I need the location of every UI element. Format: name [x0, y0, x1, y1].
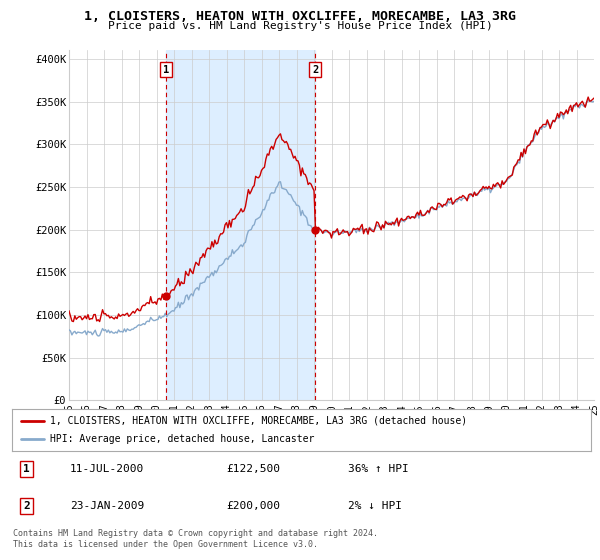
Text: 23-JAN-2009: 23-JAN-2009	[70, 501, 144, 511]
Text: 1: 1	[163, 64, 169, 74]
Text: 2: 2	[312, 64, 318, 74]
Text: 1, CLOISTERS, HEATON WITH OXCLIFFE, MORECAMBE, LA3 3RG (detached house): 1, CLOISTERS, HEATON WITH OXCLIFFE, MORE…	[50, 416, 467, 426]
Text: Contains HM Land Registry data © Crown copyright and database right 2024.
This d: Contains HM Land Registry data © Crown c…	[13, 529, 378, 549]
Text: £200,000: £200,000	[226, 501, 280, 511]
Text: £122,500: £122,500	[226, 464, 280, 474]
Text: 1, CLOISTERS, HEATON WITH OXCLIFFE, MORECAMBE, LA3 3RG: 1, CLOISTERS, HEATON WITH OXCLIFFE, MORE…	[84, 10, 516, 23]
Text: 1: 1	[23, 464, 30, 474]
Text: HPI: Average price, detached house, Lancaster: HPI: Average price, detached house, Lanc…	[50, 434, 314, 444]
Text: 2% ↓ HPI: 2% ↓ HPI	[348, 501, 402, 511]
Text: 2: 2	[23, 501, 30, 511]
Text: 36% ↑ HPI: 36% ↑ HPI	[348, 464, 409, 474]
Text: 11-JUL-2000: 11-JUL-2000	[70, 464, 144, 474]
Bar	[166, 50, 315, 400]
Text: Price paid vs. HM Land Registry's House Price Index (HPI): Price paid vs. HM Land Registry's House …	[107, 21, 493, 31]
